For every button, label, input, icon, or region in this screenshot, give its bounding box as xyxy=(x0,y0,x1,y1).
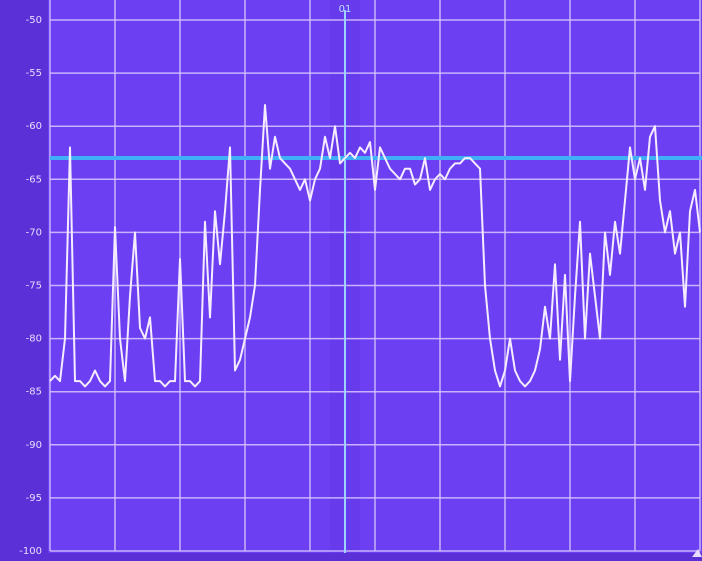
trace xyxy=(49,104,701,388)
y-tick-label: -75 xyxy=(26,281,42,292)
y-tick-label: -60 xyxy=(26,121,42,132)
y-tick-label: -95 xyxy=(26,493,42,504)
y-tick-label: -50 xyxy=(26,15,42,26)
y-tick-label: -90 xyxy=(26,440,42,451)
y-tick-label: -85 xyxy=(26,387,42,398)
y-tick-label: -55 xyxy=(26,68,42,79)
y-tick-label: -80 xyxy=(26,334,42,345)
marker-label: 01 xyxy=(339,4,352,15)
y-tick-label: -65 xyxy=(26,174,42,185)
y-tick-label: -100 xyxy=(19,546,42,557)
corner-marker xyxy=(692,549,702,557)
grid xyxy=(49,0,701,552)
y-tick-label: -70 xyxy=(26,227,42,238)
